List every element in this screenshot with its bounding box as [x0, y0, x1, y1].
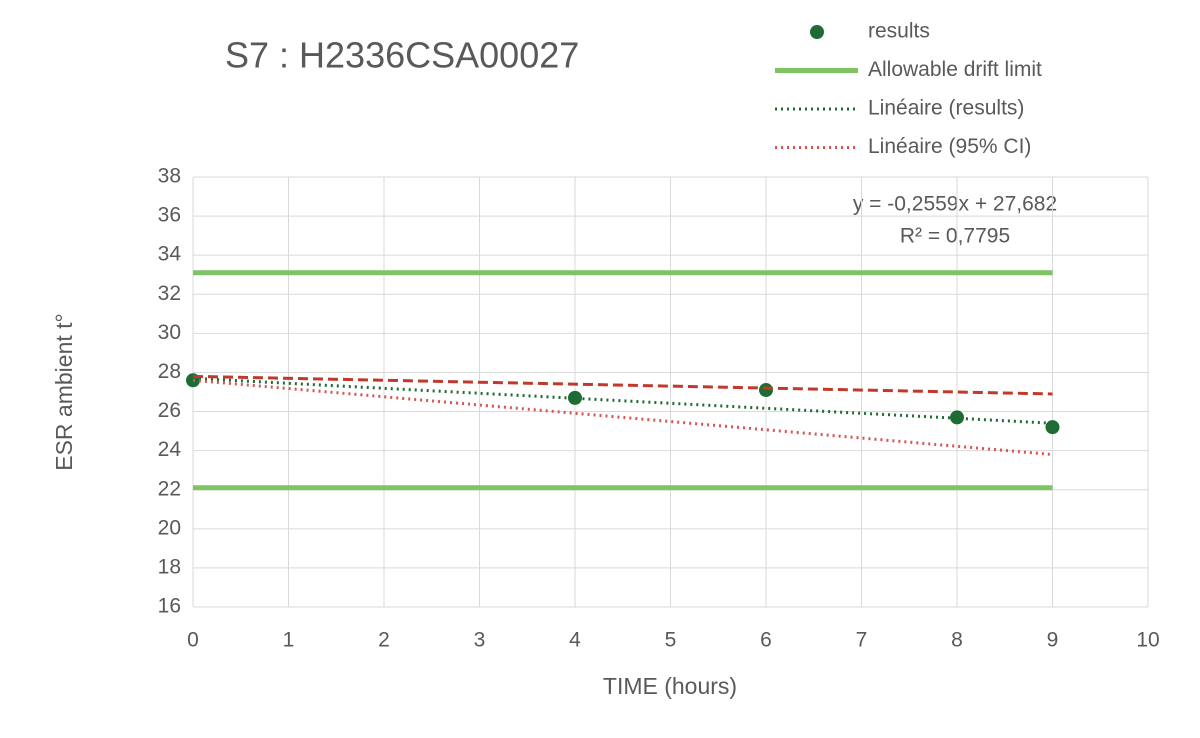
y-tick-label: 28	[158, 360, 181, 383]
x-tick-label: 6	[760, 629, 772, 652]
r-squared: R² = 0,7795	[900, 225, 1010, 248]
data-point	[1045, 420, 1060, 435]
x-tick-label: 10	[1136, 629, 1159, 652]
y-tick-label: 22	[158, 477, 181, 500]
y-tick-label: 24	[158, 438, 182, 461]
x-tick-label: 1	[283, 629, 295, 652]
legend-label: Linéaire (95% CI)	[868, 135, 1031, 158]
y-tick-label: 30	[158, 321, 181, 344]
y-tick-label: 26	[158, 399, 181, 422]
x-tick-label: 2	[378, 629, 390, 652]
y-tick-label: 34	[158, 243, 182, 266]
x-tick-label: 4	[569, 629, 581, 652]
data-point	[568, 390, 582, 405]
y-tick-label: 32	[158, 282, 181, 305]
y-axis-label: ESR ambient t°	[51, 313, 77, 471]
trend-equation: y = -0,2559x + 27,682	[853, 193, 1057, 216]
y-tick-label: 36	[158, 204, 181, 227]
x-tick-label: 7	[856, 629, 868, 652]
series-line	[193, 270, 1053, 491]
x-tick-label: 9	[1047, 629, 1059, 652]
chart-title: S7 : H2336CSA00027	[225, 35, 579, 76]
x-tick-label: 0	[187, 629, 199, 652]
series-line	[192, 374, 1053, 396]
x-tick-label: 5	[665, 629, 677, 652]
legend-label: results	[868, 20, 930, 43]
y-tick-label: 18	[158, 555, 181, 578]
data-point	[759, 383, 773, 398]
legend-label: Linéaire (results)	[868, 97, 1024, 120]
x-axis-label: TIME (hours)	[603, 673, 737, 699]
x-tick-label: 8	[951, 629, 963, 652]
y-tick-label: 16	[158, 595, 181, 618]
y-tick-label: 38	[158, 165, 181, 188]
x-tick-label: 3	[474, 629, 486, 652]
data-point	[950, 410, 964, 425]
series-line	[192, 378, 1053, 457]
legend-marker	[810, 25, 824, 39]
y-tick-label: 20	[158, 516, 181, 539]
legend-label: Allowable drift limit	[868, 58, 1042, 81]
